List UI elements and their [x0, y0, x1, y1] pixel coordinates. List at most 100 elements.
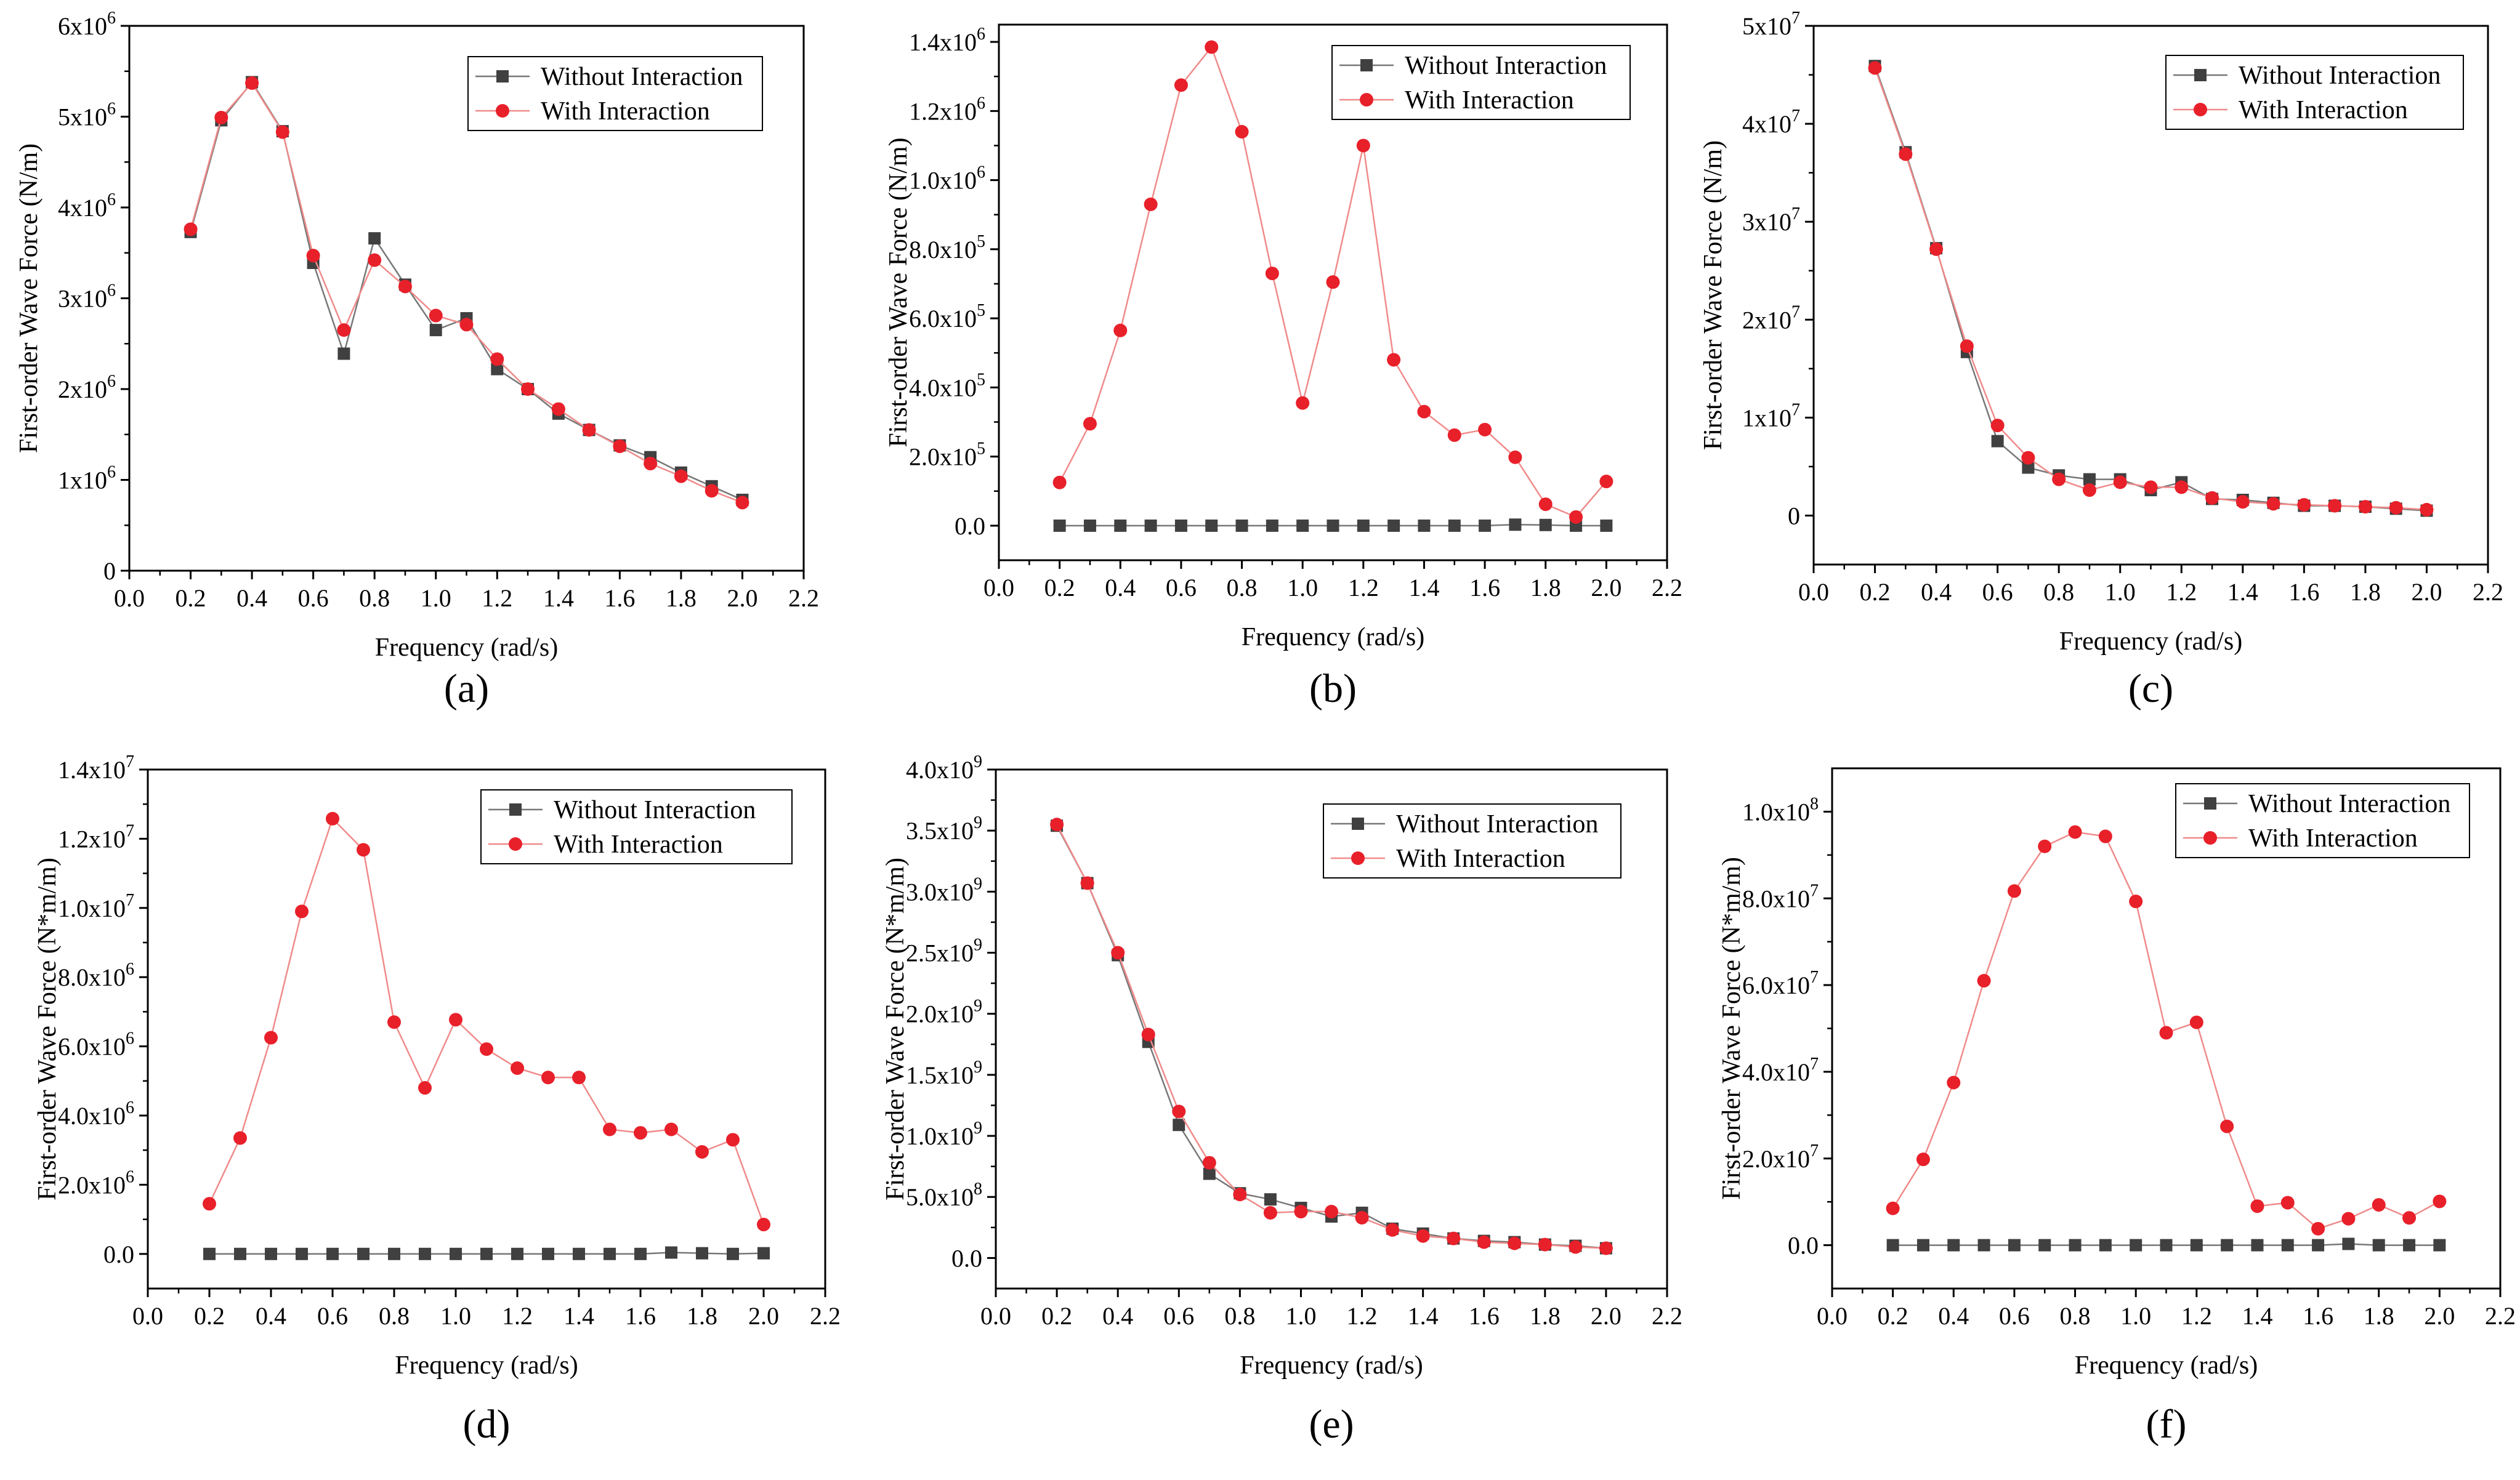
point-without-interaction [634, 1247, 647, 1260]
x-tick-label: 1.4 [1408, 1302, 1439, 1330]
point-with-interaction [521, 382, 535, 396]
point-with-interaction [2038, 839, 2052, 853]
point-with-interaction [2220, 1119, 2234, 1133]
point-with-interaction [1916, 1152, 1930, 1167]
point-with-interaction [1538, 497, 1553, 512]
point-with-interaction [551, 402, 565, 416]
point-with-interaction [1205, 40, 1219, 54]
point-with-interaction [664, 1122, 678, 1136]
point-with-interaction [1447, 428, 1461, 442]
legend-label-without: Without Interaction [2239, 62, 2441, 90]
x-tick-label: 0.0 [1817, 1302, 1848, 1330]
series-line-with-interaction [190, 81, 743, 504]
point-with-interaction [1569, 1240, 1583, 1254]
panel-label: (e) [1309, 1402, 1354, 1447]
point-with-interaction [418, 1081, 432, 1095]
point-with-interaction [1886, 1201, 1900, 1215]
point-without-interaction [1886, 1239, 1899, 1252]
point-with-interaction [1538, 1237, 1552, 1252]
point-with-interaction [2328, 499, 2342, 513]
x-tick-label: 2.0 [2424, 1302, 2455, 1330]
point-with-interaction [1477, 1235, 1491, 1249]
x-axis-label: Frequency (rad/s) [375, 633, 558, 662]
y-tick-label: 0 [1788, 502, 1800, 529]
point-without-interaction [2038, 1239, 2051, 1252]
x-tick-label: 0.0 [983, 574, 1014, 601]
point-without-interaction [542, 1247, 554, 1260]
point-without-interaction [357, 1247, 370, 1260]
point-without-interaction [1509, 518, 1522, 531]
panel-label: (b) [1309, 666, 1357, 711]
point-with-interaction [2250, 1199, 2264, 1213]
x-tick-label: 1.6 [1469, 574, 1500, 601]
point-without-interaction [1991, 435, 2004, 448]
x-tick-label: 1.2 [1348, 574, 1379, 601]
y-tick-label: 2x106 [58, 372, 116, 403]
point-with-interaction [1083, 417, 1097, 431]
y-tick-label: 6.0x106 [58, 1029, 134, 1061]
series-line-without-interaction [1874, 65, 2427, 512]
legend: Without Interaction With Interaction [467, 56, 763, 131]
x-tick-label: 0.2 [1044, 574, 1075, 601]
y-axis-label: First-order Wave Force (N*m/m) [33, 858, 62, 1200]
point-with-interaction [735, 496, 749, 510]
y-tick-label: 1x106 [58, 463, 116, 494]
point-with-interaction [511, 1061, 524, 1076]
y-tick-label: 1.5x109 [906, 1058, 982, 1089]
point-with-interaction [1569, 510, 1583, 524]
point-without-interaction [1387, 519, 1400, 532]
point-with-interaction [572, 1071, 586, 1085]
legend-box [467, 56, 763, 131]
point-with-interaction [1296, 396, 1310, 410]
point-with-interaction [1416, 1229, 1430, 1243]
x-tick-label: 1.8 [1530, 574, 1561, 601]
series-line-without-interaction [1056, 825, 1607, 1249]
x-tick-label: 1.4 [563, 1302, 594, 1330]
point-with-interaction [480, 1042, 493, 1056]
panel-label: (f) [2146, 1402, 2187, 1447]
y-tick-label: 1.4x106 [909, 25, 985, 56]
point-without-interaction [727, 1247, 739, 1260]
point-without-interaction [1916, 1239, 1929, 1252]
legend: Without Interaction With Interaction [2175, 783, 2470, 858]
x-tick-label: 2.0 [727, 584, 757, 612]
x-tick-label: 1.2 [1347, 1302, 1378, 1330]
point-without-interaction [1235, 519, 1248, 532]
y-tick-label: 2.0x109 [906, 997, 982, 1028]
point-without-interaction [1205, 519, 1218, 532]
x-tick-label: 0.8 [1227, 574, 1258, 601]
point-without-interaction [1357, 519, 1370, 532]
point-without-interaction [604, 1247, 616, 1260]
point-with-interaction [2420, 502, 2434, 517]
point-with-interaction [203, 1197, 216, 1211]
point-without-interaction [1203, 1167, 1216, 1180]
point-without-interaction [2069, 1239, 2082, 1252]
x-tick-label: 1.0 [421, 584, 451, 612]
point-without-interaction [2083, 473, 2096, 486]
point-with-interaction [1868, 61, 1882, 75]
point-without-interaction [419, 1247, 431, 1260]
point-with-interaction [2021, 451, 2035, 465]
point-with-interaction [603, 1122, 616, 1136]
point-with-interaction [2389, 501, 2403, 515]
y-axis-label: First-order Wave Force (N/m) [15, 143, 43, 453]
point-without-interaction [1053, 519, 1066, 532]
point-without-interaction [1418, 519, 1431, 532]
point-without-interaction [2372, 1239, 2385, 1252]
point-without-interaction [1296, 519, 1309, 532]
y-tick-label: 4.0x105 [909, 370, 985, 401]
x-tick-label: 0.8 [379, 1302, 410, 1330]
point-without-interaction [1173, 1119, 1185, 1132]
y-tick-label: 4.0x106 [58, 1098, 134, 1130]
point-with-interaction [1326, 275, 1340, 289]
point-without-interaction [1174, 519, 1187, 532]
point-with-interaction [1508, 450, 1522, 464]
point-without-interaction [2342, 1237, 2355, 1250]
y-tick-label: 3.5x109 [906, 813, 982, 845]
point-with-interaction [306, 249, 320, 263]
x-tick-label: 0.4 [256, 1302, 286, 1330]
panel-a: 0.0 0.2 0.4 0.6 0.8 1.0 1.2 1.4 1.6 1.8 2.0 2.2 0 1x1… [15, 9, 819, 711]
x-tick-label: 0.6 [1166, 574, 1197, 601]
point-without-interaction [757, 1247, 770, 1260]
point-with-interaction [1599, 1241, 1613, 1255]
